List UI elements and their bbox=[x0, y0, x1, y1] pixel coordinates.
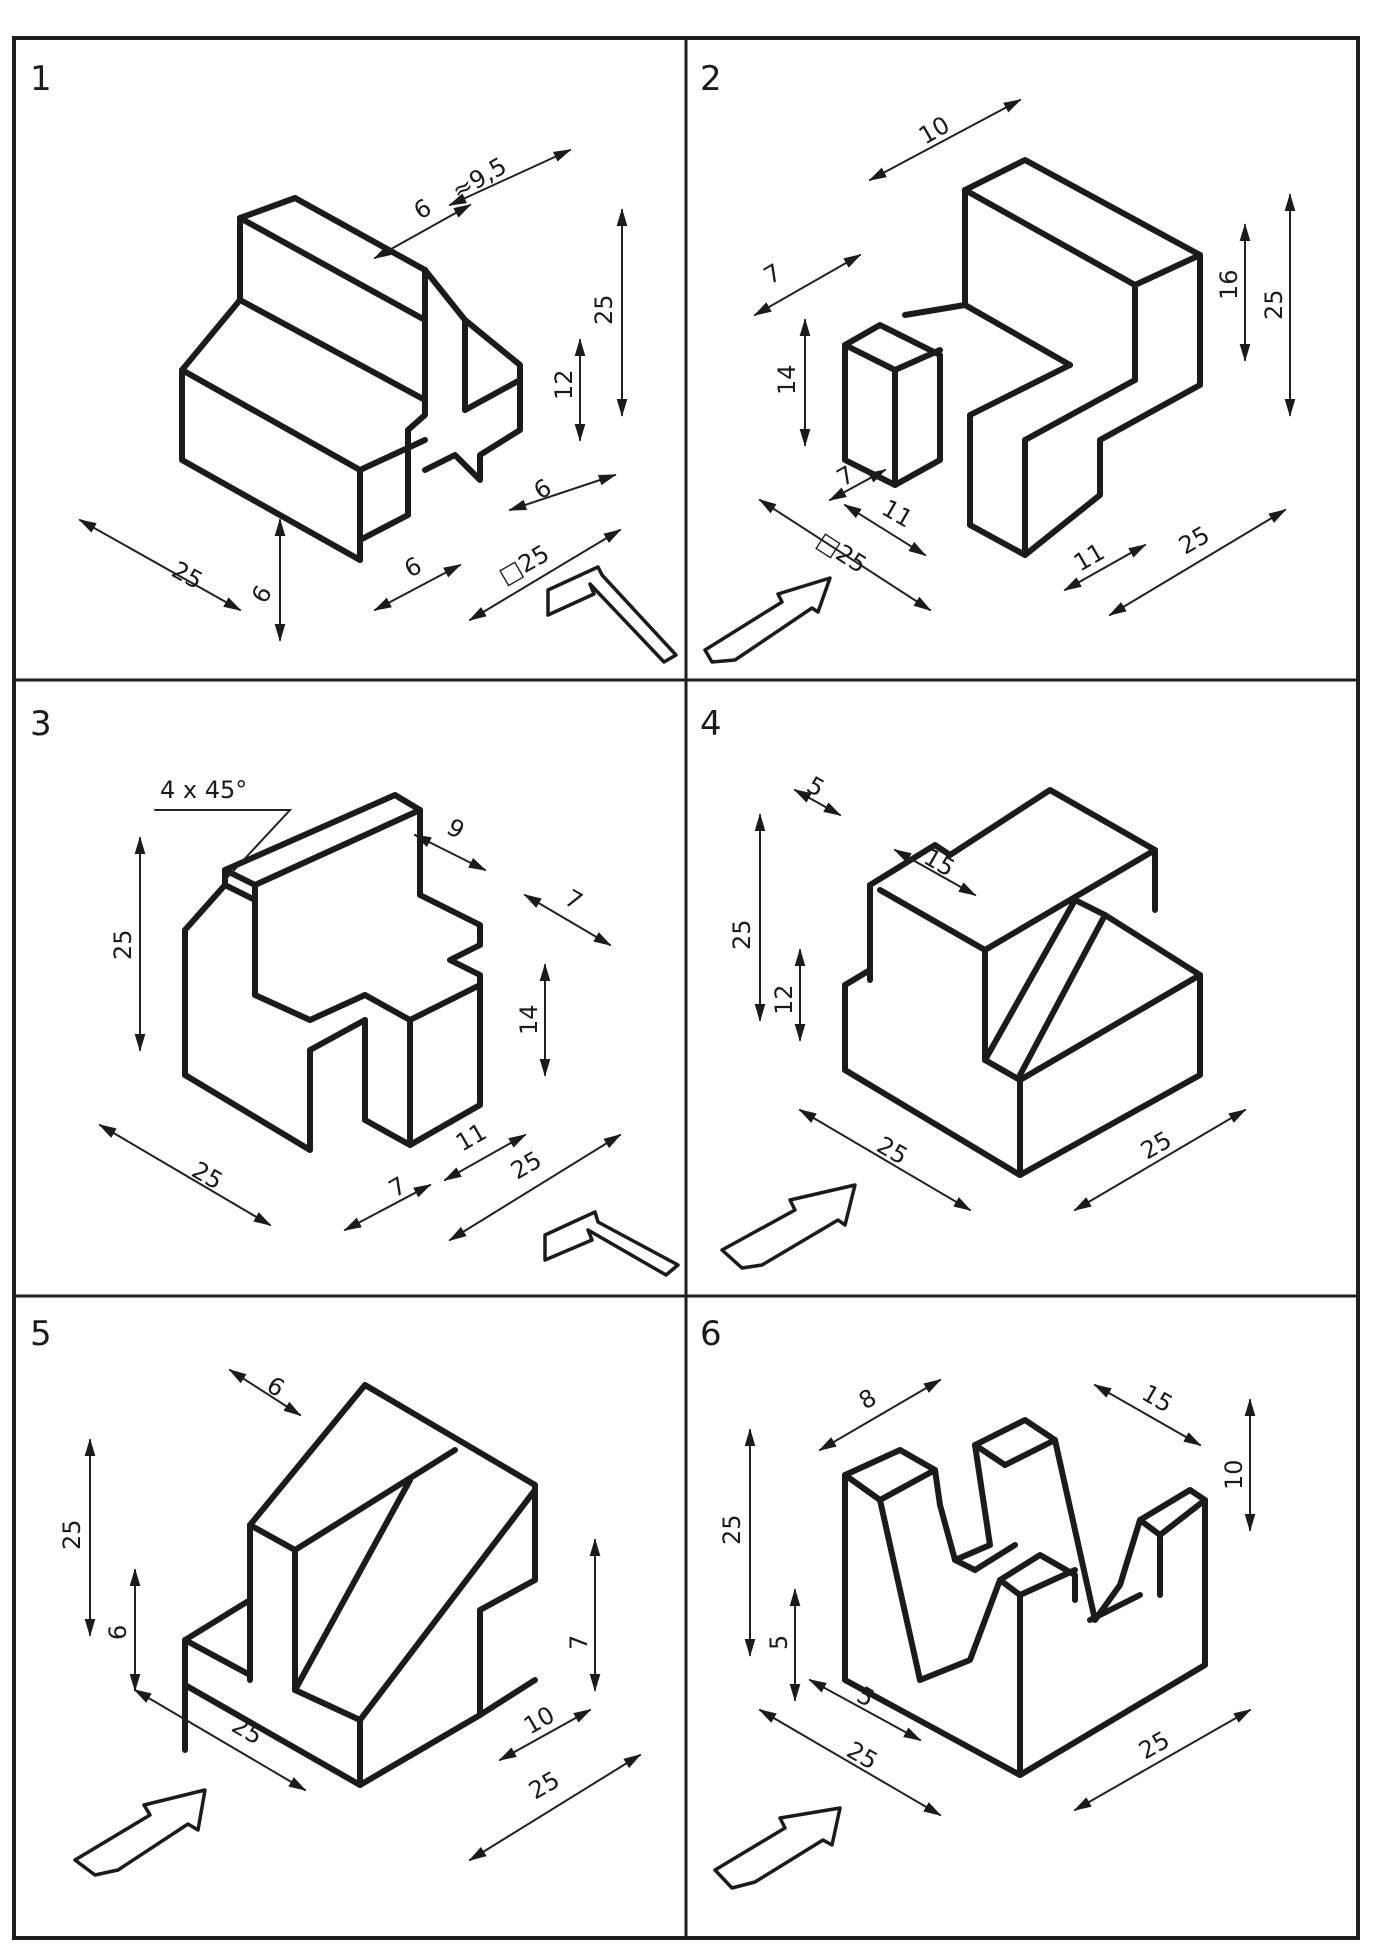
dimension-label: 25 bbox=[58, 1519, 86, 1550]
dimension-label: 6 bbox=[400, 551, 427, 583]
panel-number: 1 bbox=[30, 59, 52, 99]
dimensions-6: 8 15 10 25 5 5 25 25 bbox=[718, 1379, 1256, 1816]
dimension-label: 5 bbox=[802, 771, 829, 803]
dimension-label: 7 bbox=[384, 1171, 411, 1203]
view-direction-arrow-2 bbox=[703, 576, 832, 664]
dimension-label: 6 bbox=[246, 581, 278, 608]
dimension-label: 7 bbox=[565, 1635, 593, 1650]
dimension-label: 10 bbox=[519, 1701, 559, 1741]
panel-number: 5 bbox=[30, 1314, 52, 1354]
dimension-label: 6 bbox=[529, 473, 556, 505]
dimension-label: 14 bbox=[773, 364, 801, 395]
dimension-label: □25 bbox=[812, 527, 872, 579]
view-direction-arrow-5 bbox=[73, 1788, 207, 1877]
dimension-label: 10 bbox=[1220, 1459, 1248, 1490]
dimensions-3: 4 x 45° 9 7 25 14 25 7 11 25 bbox=[98, 776, 622, 1241]
dimension-label: 9 bbox=[442, 813, 469, 845]
panel-number: 2 bbox=[700, 59, 722, 99]
panel-1: 1 25 6 6 □25 6 1 bbox=[30, 59, 678, 664]
panel-5: 5 6 25 6 7 25 10 bbox=[30, 1314, 642, 1877]
dimension-label: 25 bbox=[227, 1711, 267, 1751]
dimension-label: 14 bbox=[515, 1004, 543, 1035]
dimension-label: 25 bbox=[524, 1766, 564, 1806]
panel-number: 6 bbox=[700, 1314, 722, 1354]
dimension-label: 25 bbox=[1260, 289, 1288, 320]
dimension-label: 6 bbox=[262, 1371, 289, 1403]
panel-3: 3 4 x 45° 9 7 25 14 bbox=[30, 704, 680, 1277]
panel-number: 4 bbox=[700, 704, 722, 744]
dimension-label: 11 bbox=[1069, 538, 1109, 578]
dimension-label: 4 x 45° bbox=[160, 776, 247, 804]
dimension-label: 25 bbox=[1134, 1726, 1174, 1766]
object-3 bbox=[182, 792, 483, 1153]
dimension-label: 11 bbox=[877, 494, 917, 534]
panel-number: 3 bbox=[30, 704, 52, 744]
dimension-label: 25 bbox=[506, 1146, 546, 1186]
object-1 bbox=[179, 195, 523, 563]
object-2 bbox=[842, 157, 1203, 558]
dimension-label: 11 bbox=[451, 1118, 491, 1158]
view-direction-arrow-1 bbox=[546, 565, 678, 664]
view-direction-arrow-3 bbox=[543, 1210, 680, 1277]
dimension-label: 7 bbox=[759, 258, 786, 290]
dimension-label: 5 bbox=[765, 1635, 793, 1650]
dimension-label: 8 bbox=[854, 1383, 881, 1415]
panel-2: 2 10 7 14 16 25 bbox=[700, 59, 1296, 664]
dimension-label: 12 bbox=[550, 369, 578, 400]
dimension-label: □25 bbox=[494, 539, 554, 590]
dimension-label: 6 bbox=[104, 1625, 132, 1640]
dimensions-5: 6 25 6 7 25 10 25 bbox=[58, 1369, 642, 1861]
view-direction-arrow-4 bbox=[720, 1183, 857, 1270]
dimension-label: 25 bbox=[187, 1156, 227, 1196]
dimension-label: 25 bbox=[718, 1514, 746, 1545]
dimension-label: 25 bbox=[1136, 1126, 1176, 1166]
dimension-label: 25 bbox=[728, 919, 756, 950]
dimensions-1: 25 6 6 □25 6 12 25 6 ≈9,5 bbox=[78, 149, 628, 642]
dimension-label: ≈9,5 bbox=[447, 152, 511, 205]
dimension-label: 12 bbox=[770, 984, 798, 1015]
dimension-label: 16 bbox=[1215, 269, 1243, 300]
panel-4: 4 5 15 25 12 25 25 bbox=[700, 704, 1247, 1270]
dimension-label: 10 bbox=[914, 111, 954, 151]
object-6 bbox=[842, 1417, 1208, 1778]
dimension-label: 25 bbox=[872, 1131, 912, 1171]
object-4 bbox=[842, 787, 1203, 1178]
dimension-label: 25 bbox=[1174, 521, 1214, 561]
dimension-label: 6 bbox=[409, 193, 436, 225]
panel-6: 6 8 15 10 25 bbox=[700, 1314, 1256, 1890]
view-direction-arrow-6 bbox=[713, 1806, 842, 1890]
dimension-label: 25 bbox=[109, 929, 137, 960]
dimension-label: 7 bbox=[560, 884, 587, 916]
dimension-label: 25 bbox=[842, 1736, 882, 1776]
dimension-label: 25 bbox=[590, 294, 618, 325]
